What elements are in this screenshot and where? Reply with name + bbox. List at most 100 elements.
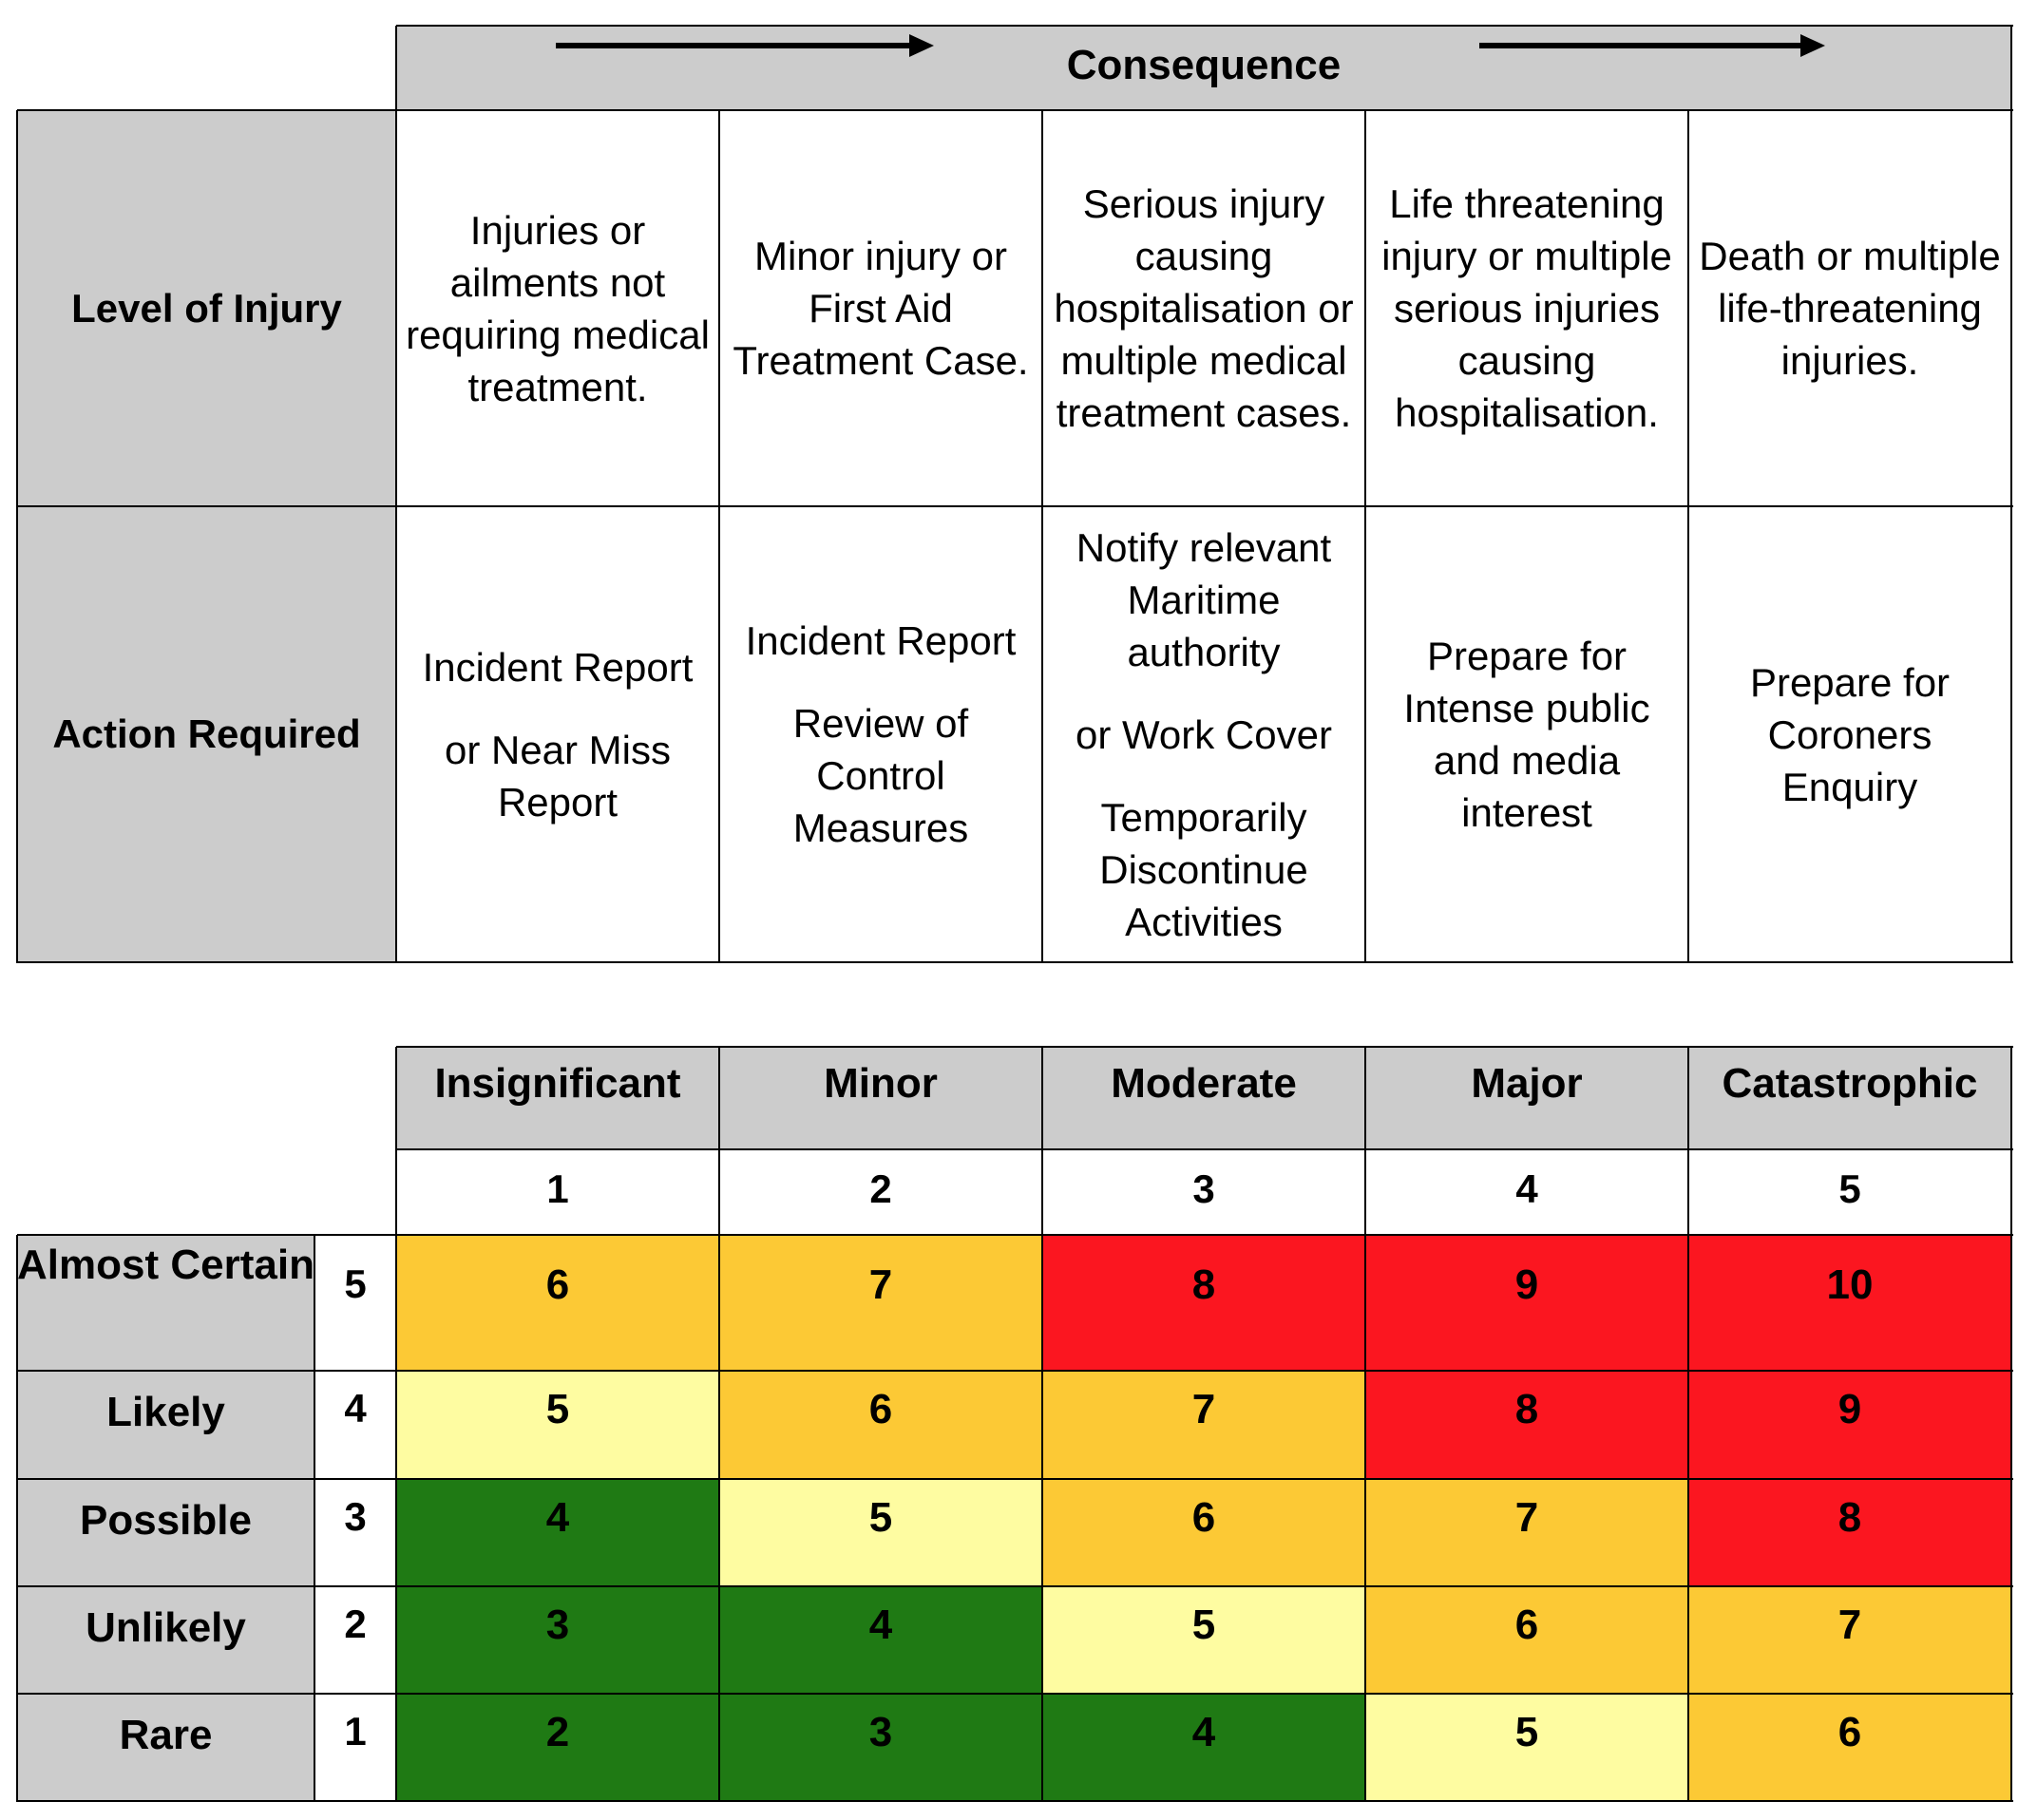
grid-line <box>1364 1047 1366 1802</box>
consequence-title: Consequence <box>1066 41 1342 88</box>
likelihood-label: Almost Certain <box>17 1235 314 1371</box>
risk-score-cell: 3 <box>396 1586 719 1694</box>
likelihood-number-text: 5 <box>344 1261 367 1306</box>
risk-score-cell: 5 <box>1365 1694 1688 1801</box>
action-text: Review of Control Measures <box>792 701 969 850</box>
risk-score-cell: 8 <box>1688 1479 2011 1586</box>
likelihood-label-text: Unlikely <box>86 1604 246 1651</box>
severity-label: Catastrophic <box>1688 1047 2011 1149</box>
risk-score: 3 <box>545 1602 570 1648</box>
injury-description: Minor injury or First Aid Treatment Case… <box>733 234 1029 383</box>
risk-score-cell: 5 <box>396 1371 719 1479</box>
risk-score: 7 <box>868 1261 893 1308</box>
action-text-block: Prepare for Intense public and media int… <box>1373 630 1681 839</box>
likelihood-number: 4 <box>314 1371 396 1479</box>
action-required-cell: Incident Report Review of Control Measure… <box>719 506 1042 962</box>
risk-score-cell: 6 <box>1042 1479 1365 1586</box>
right-arrow-icon <box>556 34 934 57</box>
risk-score: 5 <box>868 1494 893 1541</box>
action-required-cell: Prepare for Intense public and media int… <box>1365 506 1688 962</box>
injury-description-cell: Serious injury causing hospitalisation o… <box>1042 110 1365 506</box>
injury-description: Life threatening injury or multiple seri… <box>1381 181 1672 435</box>
grid-line <box>718 110 720 963</box>
action-required-cell: Notify relevant Maritime authority or Wor… <box>1042 506 1365 962</box>
risk-score-cell: 4 <box>396 1479 719 1586</box>
risk-score-cell: 3 <box>719 1694 1042 1801</box>
severity-number-text: 2 <box>869 1166 892 1211</box>
likelihood-label-text: Rare <box>119 1712 213 1758</box>
severity-label-text: Minor <box>824 1060 938 1107</box>
grid-line <box>1364 110 1366 963</box>
action-text: or Work Cover <box>1076 711 1332 757</box>
grid-line <box>396 25 2013 27</box>
severity-number: 3 <box>1042 1149 1365 1235</box>
risk-score-cell: 7 <box>1688 1586 2011 1694</box>
risk-score: 6 <box>1837 1709 1862 1755</box>
risk-score-cell: 9 <box>1365 1235 1688 1371</box>
injury-description-cell: Minor injury or First Aid Treatment Case… <box>719 110 1042 506</box>
injury-description: Death or multiple life-threatening injur… <box>1699 234 2001 383</box>
grid-line <box>17 1478 2013 1480</box>
severity-label: Insignificant <box>396 1047 719 1149</box>
severity-label-text: Insignificant <box>434 1060 681 1107</box>
risk-score: 4 <box>868 1602 893 1648</box>
likelihood-number-text: 3 <box>344 1494 367 1539</box>
grid-line <box>17 1234 2013 1236</box>
severity-number-text: 4 <box>1515 1166 1538 1211</box>
likelihood-label: Unlikely <box>17 1586 314 1694</box>
risk-score-cell: 5 <box>1042 1586 1365 1694</box>
risk-score: 7 <box>1191 1386 1216 1432</box>
risk-score: 5 <box>1191 1602 1216 1648</box>
severity-number-text: 5 <box>1838 1166 1861 1211</box>
grid-line <box>2010 26 2012 963</box>
grid-line <box>396 1148 2013 1150</box>
grid-line <box>16 1235 18 1802</box>
risk-score-cell: 7 <box>1042 1371 1365 1479</box>
grid-line <box>2010 1047 2012 1802</box>
action-text-block: Incident Report Review of Control Measure… <box>727 615 1035 854</box>
action-text-block: Incident Report or Near Miss Report <box>404 641 712 828</box>
risk-score-cell: 8 <box>1365 1371 1688 1479</box>
risk-score: 5 <box>1514 1709 1539 1755</box>
risk-score: 8 <box>1514 1386 1539 1432</box>
likelihood-label: Likely <box>17 1371 314 1479</box>
severity-label-text: Moderate <box>1111 1060 1297 1107</box>
risk-score-cell: 5 <box>719 1479 1042 1586</box>
severity-number: 2 <box>719 1149 1042 1235</box>
severity-label-text: Major <box>1471 1060 1583 1107</box>
risk-score-cell: 6 <box>719 1371 1042 1479</box>
likelihood-number: 1 <box>314 1694 396 1801</box>
level-of-injury-label: Level of Injury <box>17 110 396 506</box>
severity-number-text: 1 <box>546 1166 569 1211</box>
action-text-block: Prepare for Coroners Enquiry <box>1696 656 2004 813</box>
risk-score: 8 <box>1837 1494 1862 1541</box>
action-text: Prepare for Coroners Enquiry <box>1749 659 1951 809</box>
likelihood-label-text: Possible <box>80 1497 252 1544</box>
likelihood-number-text: 4 <box>344 1386 367 1431</box>
grid-line <box>395 26 397 963</box>
consequence-header: Consequence <box>396 26 2011 110</box>
grid-line <box>17 961 2013 963</box>
risk-score-cell: 9 <box>1688 1371 2011 1479</box>
action-text-block: Notify relevant Maritime authority or Wor… <box>1050 521 1358 948</box>
risk-score-cell: 4 <box>1042 1694 1365 1801</box>
risk-score-cell: 4 <box>719 1586 1042 1694</box>
risk-score: 3 <box>868 1709 893 1755</box>
grid-line <box>17 505 2013 507</box>
grid-line <box>1687 110 1689 963</box>
risk-score: 8 <box>1191 1261 1216 1308</box>
risk-score-cell: 6 <box>396 1235 719 1371</box>
severity-number: 5 <box>1688 1149 2011 1235</box>
severity-number: 4 <box>1365 1149 1688 1235</box>
severity-label: Minor <box>719 1047 1042 1149</box>
grid-line <box>16 110 18 963</box>
injury-description-cell: Life threatening injury or multiple seri… <box>1365 110 1688 506</box>
grid-line <box>718 1047 720 1802</box>
severity-label: Major <box>1365 1047 1688 1149</box>
likelihood-number: 3 <box>314 1479 396 1586</box>
injury-description: Serious injury causing hospitalisation o… <box>1054 181 1354 435</box>
risk-score: 6 <box>868 1386 893 1432</box>
action-text: Temporarily Discontinue Activities <box>1099 794 1308 944</box>
likelihood-number: 2 <box>314 1586 396 1694</box>
action-required-label: Action Required <box>17 506 396 962</box>
